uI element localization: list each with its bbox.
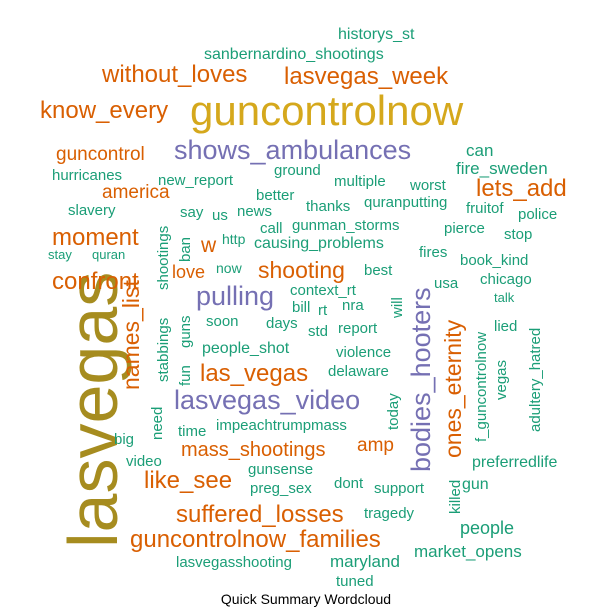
word-maryland: maryland bbox=[330, 552, 400, 571]
word-mass-shootings: mass_shootings bbox=[181, 439, 326, 461]
word-f-guncontrolnow: f_guncontrolnow bbox=[473, 331, 490, 442]
word-people-shot: people_shot bbox=[202, 340, 290, 357]
word-report: report bbox=[338, 320, 378, 337]
word-dont: dont bbox=[334, 475, 364, 492]
word-w: w bbox=[201, 234, 217, 257]
word-ban: ban bbox=[177, 236, 194, 262]
word-can: can bbox=[466, 141, 494, 160]
word-fire-sweden: fire_sweden bbox=[456, 159, 548, 178]
word-lasvegas-video: lasvegas_video bbox=[174, 385, 361, 415]
word-quran: quran bbox=[92, 247, 126, 262]
word-hurricanes: hurricanes bbox=[52, 167, 123, 184]
word-fires: fires bbox=[419, 244, 448, 261]
word-violence: violence bbox=[336, 344, 392, 361]
word-police: police bbox=[518, 206, 558, 223]
word-news: news bbox=[237, 203, 273, 220]
word-new-report: new_report bbox=[158, 172, 234, 189]
word-ground: ground bbox=[274, 162, 321, 179]
word-multiple: multiple bbox=[334, 173, 386, 190]
word-talk: talk bbox=[494, 290, 515, 305]
word-worst: worst bbox=[410, 177, 446, 194]
word-will: will bbox=[389, 297, 406, 318]
word-soon: soon bbox=[206, 313, 239, 330]
word-amp: amp bbox=[357, 435, 394, 456]
word-nra: nra bbox=[342, 297, 364, 314]
word-ones-eternity: ones_eternity bbox=[440, 319, 466, 458]
word-tragedy: tragedy bbox=[364, 505, 415, 522]
word-las-vegas: las_vegas bbox=[200, 360, 309, 387]
word-market-opens: market_opens bbox=[414, 542, 522, 561]
word-stay: stay bbox=[48, 247, 72, 262]
word-shows-ambulances: shows_ambulances bbox=[174, 135, 412, 165]
word-http: http bbox=[222, 231, 246, 247]
word-now: now bbox=[216, 260, 242, 276]
word-pulling: pulling bbox=[196, 281, 275, 311]
word-guncontrolnow-families: guncontrolnow_families bbox=[130, 526, 381, 553]
word-better: better bbox=[256, 187, 295, 204]
word-people: people bbox=[460, 518, 515, 538]
word-suffered-losses: suffered_losses bbox=[176, 501, 344, 528]
word-support: support bbox=[374, 480, 425, 497]
word-sanbernardino-shootings: sanbernardino_shootings bbox=[204, 46, 384, 63]
word-adultery-hatred: adultery_hatred bbox=[527, 327, 544, 432]
word-lets-add: lets_add bbox=[476, 175, 567, 202]
word-bill: bill bbox=[292, 299, 311, 316]
word-know-every: know_every bbox=[40, 97, 169, 124]
word-big: big bbox=[114, 431, 135, 448]
word-killed: killed bbox=[447, 479, 464, 514]
word-bodies-hooters: bodies_hooters bbox=[406, 287, 436, 472]
word-lasvegas-week: lasvegas_week bbox=[284, 63, 449, 90]
word-delaware: delaware bbox=[328, 363, 389, 380]
word-pierce: pierce bbox=[444, 220, 485, 237]
word-preg-sex: preg_sex bbox=[250, 480, 312, 497]
word-chicago: chicago bbox=[480, 271, 532, 288]
word-video: video bbox=[126, 453, 162, 470]
word-guns: guns bbox=[177, 315, 194, 348]
word-lasvegasshooting: lasvegasshooting bbox=[176, 554, 292, 571]
word-stop: stop bbox=[504, 226, 533, 243]
word-shooting: shooting bbox=[258, 257, 345, 283]
word-gunman-storms: gunman_storms bbox=[292, 217, 400, 234]
word-today: today bbox=[385, 393, 402, 430]
word-std: std bbox=[308, 323, 329, 340]
word-without-loves: without_loves bbox=[102, 61, 248, 88]
word-impeachtrumpmass: impeachtrumpmass bbox=[216, 417, 347, 434]
word-causing-problems: causing_problems bbox=[254, 235, 384, 252]
word-stabbings: stabbings bbox=[155, 317, 172, 382]
word-america: america bbox=[102, 182, 170, 203]
word-names-list: names_list bbox=[118, 280, 144, 390]
word-confront: confront bbox=[52, 268, 139, 295]
word-gun: gun bbox=[462, 476, 489, 493]
word-love: love bbox=[172, 262, 206, 282]
word-tuned: tuned bbox=[336, 573, 374, 590]
word-rt: rt bbox=[318, 302, 328, 319]
word-preferredlife: preferredlife bbox=[472, 454, 558, 471]
word-quranputting: quranputting bbox=[364, 194, 448, 211]
word-vegas: vegas bbox=[493, 359, 510, 400]
word-usa: usa bbox=[434, 275, 459, 292]
word-book-kind: book_kind bbox=[460, 252, 529, 269]
wordcloud-caption: Quick Summary Wordcloud bbox=[220, 591, 392, 607]
word-days: days bbox=[266, 315, 298, 332]
word-need: need bbox=[149, 406, 166, 440]
word-fun: fun bbox=[177, 365, 194, 386]
word-moment: moment bbox=[52, 224, 139, 251]
word-fruitof: fruitof bbox=[466, 200, 504, 217]
word-slavery: slavery bbox=[68, 202, 116, 219]
word-best: best bbox=[364, 262, 393, 279]
word-historys-st: historys_st bbox=[338, 26, 415, 43]
word-gunsense: gunsense bbox=[248, 461, 314, 478]
word-call: call bbox=[260, 220, 283, 237]
word-guncontrol: guncontrol bbox=[56, 144, 145, 165]
word-say: say bbox=[180, 204, 204, 221]
word-time: time bbox=[178, 423, 207, 440]
word-shootings: shootings bbox=[155, 225, 172, 290]
word-like-see: like_see bbox=[144, 467, 233, 494]
word-context-rt: context_rt bbox=[290, 282, 356, 299]
word-lied: lied bbox=[494, 318, 518, 335]
word-guncontrolnow: guncontrolnow bbox=[190, 87, 464, 134]
word-us: us bbox=[212, 207, 228, 224]
word-thanks: thanks bbox=[306, 198, 351, 215]
